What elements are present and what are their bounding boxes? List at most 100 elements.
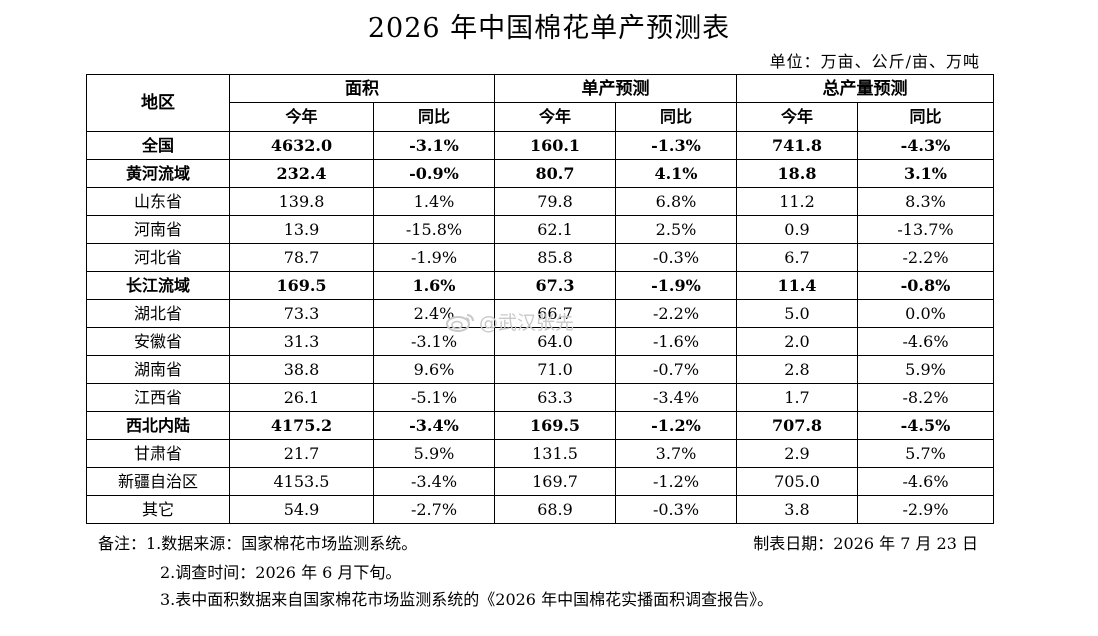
cell-area: 139.8 (229, 187, 374, 216)
cell-output: 741.8 (736, 131, 858, 160)
cell-output-yoy: -2.2% (857, 243, 994, 272)
cell-region: 西北内陆 (86, 411, 230, 440)
cell-output-yoy: 0.0% (857, 299, 994, 328)
cell-area-yoy: 1.6% (373, 271, 495, 300)
table-body: 全国 4632.0 -3.1% 160.1 -1.3% 741.8 -4.3% 黄河流域 232… (86, 131, 994, 524)
cell-area-yoy: -1.9% (373, 243, 495, 272)
cell-yield: 71.0 (494, 355, 616, 384)
cell-area-yoy: 1.4% (373, 187, 495, 216)
cell-output: 3.8 (736, 495, 858, 524)
header-output: 总产量预测 (736, 74, 994, 103)
cell-area: 31.3 (229, 327, 374, 356)
table-row: 江西省 26.1 -5.1% 63.3 -3.4% 1.7 -8.2% (86, 383, 994, 412)
cell-region: 安徽省 (86, 327, 230, 356)
table-row: 河北省 78.7 -1.9% 85.8 -0.3% 6.7 -2.2% (86, 243, 994, 272)
cell-area-yoy: -5.1% (373, 383, 495, 412)
cell-yield-yoy: 4.1% (615, 159, 737, 188)
watermark: @武汉张先 (446, 308, 574, 335)
cell-output-yoy: -4.5% (857, 411, 994, 440)
cell-yield: 85.8 (494, 243, 616, 272)
cell-yield-yoy: 3.7% (615, 439, 737, 468)
cell-yield: 63.3 (494, 383, 616, 412)
header-output-yoy: 同比 (857, 102, 994, 132)
cell-output: 2.9 (736, 439, 858, 468)
cell-output: 707.8 (736, 411, 858, 440)
cell-output-yoy: 3.1% (857, 159, 994, 188)
cell-yield-yoy: -1.2% (615, 467, 737, 496)
cell-yield: 62.1 (494, 215, 616, 244)
header-area: 面积 (229, 74, 495, 103)
unit-label: 单位：万亩、公斤/亩、万吨 (769, 52, 980, 71)
cell-output: 0.9 (736, 215, 858, 244)
cell-yield: 80.7 (494, 159, 616, 188)
cell-area: 4175.2 (229, 411, 374, 440)
cell-area-yoy: 5.9% (373, 439, 495, 468)
cell-output-yoy: -4.6% (857, 467, 994, 496)
cell-region: 河南省 (86, 215, 230, 244)
cell-area-yoy: 2.4% (373, 299, 495, 328)
cell-output: 2.8 (736, 355, 858, 384)
cell-yield-yoy: -1.2% (615, 411, 737, 440)
cell-area: 78.7 (229, 243, 374, 272)
weibo-icon (446, 312, 476, 332)
cell-output: 11.2 (736, 187, 858, 216)
cell-area: 21.7 (229, 439, 374, 468)
cell-yield-yoy: -0.3% (615, 243, 737, 272)
table-row: 山东省 139.8 1.4% 79.8 6.8% 11.2 8.3% (86, 187, 994, 216)
cell-area: 232.4 (229, 159, 374, 188)
cell-area: 13.9 (229, 215, 374, 244)
cell-area-yoy: -3.1% (373, 131, 495, 160)
table-row: 安徽省 31.3 -3.1% 64.0 -1.6% 2.0 -4.6% (86, 327, 994, 356)
cell-area: 26.1 (229, 383, 374, 412)
cell-area-yoy: -2.7% (373, 495, 495, 524)
cell-area: 38.8 (229, 355, 374, 384)
cell-output-yoy: 8.3% (857, 187, 994, 216)
cell-area: 54.9 (229, 495, 374, 524)
cell-output: 6.7 (736, 243, 858, 272)
table-row: 西北内陆 4175.2 -3.4% 169.5 -1.2% 707.8 -4.5% (86, 411, 994, 440)
cell-region: 黄河流域 (86, 159, 230, 188)
cell-region: 其它 (86, 495, 230, 524)
cell-output: 705.0 (736, 467, 858, 496)
cell-yield-yoy: -2.2% (615, 299, 737, 328)
table-row: 黄河流域 232.4 -0.9% 80.7 4.1% 18.8 3.1% (86, 159, 994, 188)
cell-output: 2.0 (736, 327, 858, 356)
table-date: 制表日期：2026 年 7 月 23 日 (753, 534, 978, 553)
watermark-text: @武汉张先 (479, 312, 575, 334)
cell-yield: 160.1 (494, 131, 616, 160)
cell-output: 18.8 (736, 159, 858, 188)
cell-yield-yoy: -1.9% (615, 271, 737, 300)
note-2: 2.调查时间：2026 年 6 月下旬。 (160, 563, 402, 582)
cell-yield: 131.5 (494, 439, 616, 468)
cell-region: 河北省 (86, 243, 230, 272)
table-row: 全国 4632.0 -3.1% 160.1 -1.3% 741.8 -4.3% (86, 131, 994, 160)
header-yield: 单产预测 (494, 74, 737, 103)
table-row: 新疆自治区 4153.5 -3.4% 169.7 -1.2% 705.0 -4.6% (86, 467, 994, 496)
cell-area-yoy: -0.9% (373, 159, 495, 188)
table-row: 河南省 13.9 -15.8% 62.1 2.5% 0.9 -13.7% (86, 215, 994, 244)
table-row: 湖北省 73.3 2.4% 66.7 -2.2% 5.0 0.0% (86, 299, 994, 328)
table-title: 2026 年中国棉花单产预测表 (367, 13, 731, 44)
cell-region: 江西省 (86, 383, 230, 412)
cell-yield: 79.8 (494, 187, 616, 216)
cell-yield: 68.9 (494, 495, 616, 524)
cell-region: 湖北省 (86, 299, 230, 328)
cell-yield: 67.3 (494, 271, 616, 300)
table-row: 湖南省 38.8 9.6% 71.0 -0.7% 2.8 5.9% (86, 355, 994, 384)
cell-output: 11.4 (736, 271, 858, 300)
cell-yield-yoy: -1.6% (615, 327, 737, 356)
note-1: 备注：1.数据来源：国家棉花市场监测系统。 (98, 534, 418, 553)
cell-output-yoy: -4.6% (857, 327, 994, 356)
cell-area-yoy: 9.6% (373, 355, 495, 384)
cell-yield-yoy: 2.5% (615, 215, 737, 244)
cotton-yield-table: 地区 面积 单产预测 总产量预测 今年 同比 今年 同比 今年 同比 全国 463… (86, 74, 994, 524)
cell-yield-yoy: -0.3% (615, 495, 737, 524)
cell-region: 湖南省 (86, 355, 230, 384)
cell-output-yoy: -4.3% (857, 131, 994, 160)
cell-area-yoy: -15.8% (373, 215, 495, 244)
cell-region: 新疆自治区 (86, 467, 230, 496)
header-yield-yoy: 同比 (615, 102, 737, 132)
cell-yield: 169.5 (494, 411, 616, 440)
cell-area: 169.5 (229, 271, 374, 300)
cell-output-yoy: -2.9% (857, 495, 994, 524)
